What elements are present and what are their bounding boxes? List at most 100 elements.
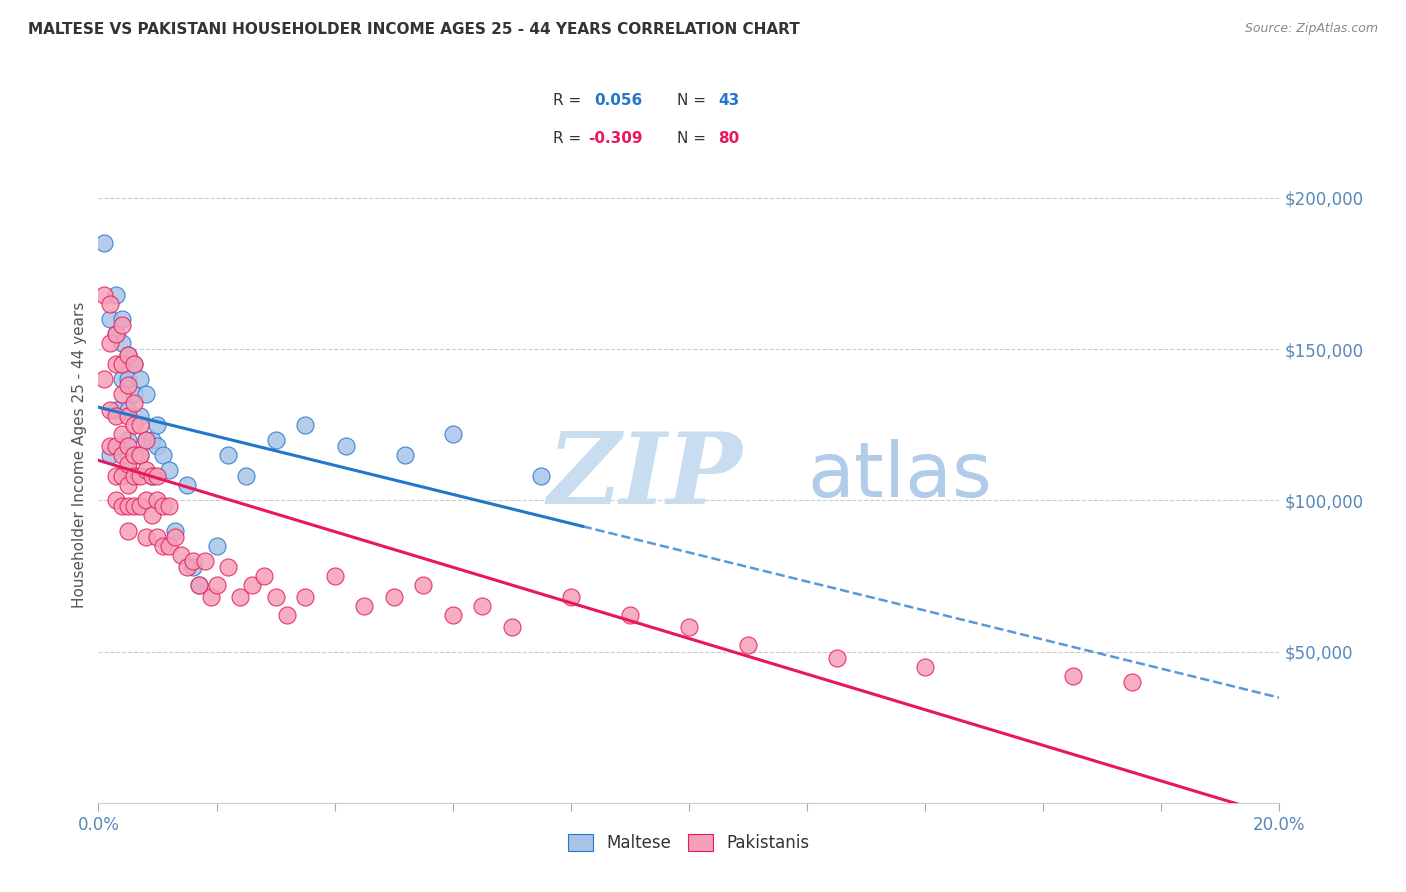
Point	[117, 378, 139, 392]
Point	[530, 469, 553, 483]
Point	[141, 469, 163, 483]
Point	[135, 530, 157, 544]
Point	[205, 578, 228, 592]
Point	[117, 402, 139, 417]
Point	[135, 433, 157, 447]
Point	[122, 357, 145, 371]
Point	[105, 409, 128, 423]
Point	[205, 539, 228, 553]
Point	[619, 608, 641, 623]
Point	[187, 578, 209, 592]
Point	[105, 402, 128, 417]
Point	[98, 439, 121, 453]
Point	[128, 469, 150, 483]
Point	[170, 548, 193, 562]
Point	[501, 620, 523, 634]
Point	[111, 448, 134, 462]
Text: N =: N =	[678, 93, 711, 108]
Point	[229, 590, 252, 604]
Point	[165, 530, 187, 544]
Point	[294, 417, 316, 432]
Point	[1062, 669, 1084, 683]
Point	[737, 639, 759, 653]
Point	[122, 396, 145, 410]
Point	[187, 578, 209, 592]
Point	[111, 318, 134, 332]
Point	[176, 559, 198, 574]
Point	[157, 500, 180, 514]
Point	[111, 372, 134, 386]
Point	[117, 478, 139, 492]
Text: atlas: atlas	[807, 439, 991, 513]
Point	[122, 469, 145, 483]
Text: ZIP: ZIP	[547, 427, 742, 524]
Point	[471, 599, 494, 614]
Point	[152, 539, 174, 553]
Point	[105, 287, 128, 301]
Point	[217, 559, 239, 574]
Point	[135, 463, 157, 477]
Point	[105, 469, 128, 483]
Point	[135, 387, 157, 401]
Point	[194, 554, 217, 568]
Point	[135, 493, 157, 508]
Point	[176, 478, 198, 492]
Point	[98, 336, 121, 351]
Point	[146, 469, 169, 483]
Point	[122, 357, 145, 371]
Point	[152, 500, 174, 514]
Text: -0.309: -0.309	[589, 131, 643, 146]
Point	[98, 311, 121, 326]
Point	[294, 590, 316, 604]
Point	[122, 448, 145, 462]
Point	[146, 530, 169, 544]
Point	[111, 336, 134, 351]
Point	[117, 457, 139, 471]
Point	[146, 439, 169, 453]
Point	[117, 448, 139, 462]
Text: 43: 43	[718, 93, 740, 108]
Point	[146, 417, 169, 432]
Point	[105, 439, 128, 453]
Text: N =: N =	[678, 131, 711, 146]
Point	[181, 559, 204, 574]
Point	[111, 357, 134, 371]
Point	[117, 409, 139, 423]
Point	[117, 500, 139, 514]
Point	[105, 326, 128, 341]
Point	[560, 590, 582, 604]
Point	[117, 439, 139, 453]
Point	[441, 608, 464, 623]
Point	[141, 508, 163, 523]
Point	[157, 463, 180, 477]
Point	[128, 409, 150, 423]
Point	[157, 539, 180, 553]
Point	[122, 417, 145, 432]
Point	[111, 439, 134, 453]
Point	[135, 433, 157, 447]
Point	[111, 426, 134, 441]
Point	[441, 426, 464, 441]
Text: Source: ZipAtlas.com: Source: ZipAtlas.com	[1244, 22, 1378, 36]
Point	[117, 524, 139, 538]
Point	[235, 469, 257, 483]
Point	[264, 433, 287, 447]
Text: R =: R =	[553, 131, 586, 146]
Point	[128, 448, 150, 462]
Point	[253, 569, 276, 583]
Text: MALTESE VS PAKISTANI HOUSEHOLDER INCOME AGES 25 - 44 YEARS CORRELATION CHART: MALTESE VS PAKISTANI HOUSEHOLDER INCOME …	[28, 22, 800, 37]
Point	[105, 357, 128, 371]
Y-axis label: Householder Income Ages 25 - 44 years: Householder Income Ages 25 - 44 years	[72, 301, 87, 608]
Point	[240, 578, 263, 592]
Text: 0.056: 0.056	[595, 93, 643, 108]
Point	[217, 448, 239, 462]
Point	[117, 348, 139, 362]
Point	[825, 650, 848, 665]
Point	[93, 372, 115, 386]
Point	[128, 372, 150, 386]
Point	[111, 387, 134, 401]
Point	[323, 569, 346, 583]
Point	[122, 387, 145, 401]
Point	[146, 493, 169, 508]
Point	[93, 236, 115, 251]
